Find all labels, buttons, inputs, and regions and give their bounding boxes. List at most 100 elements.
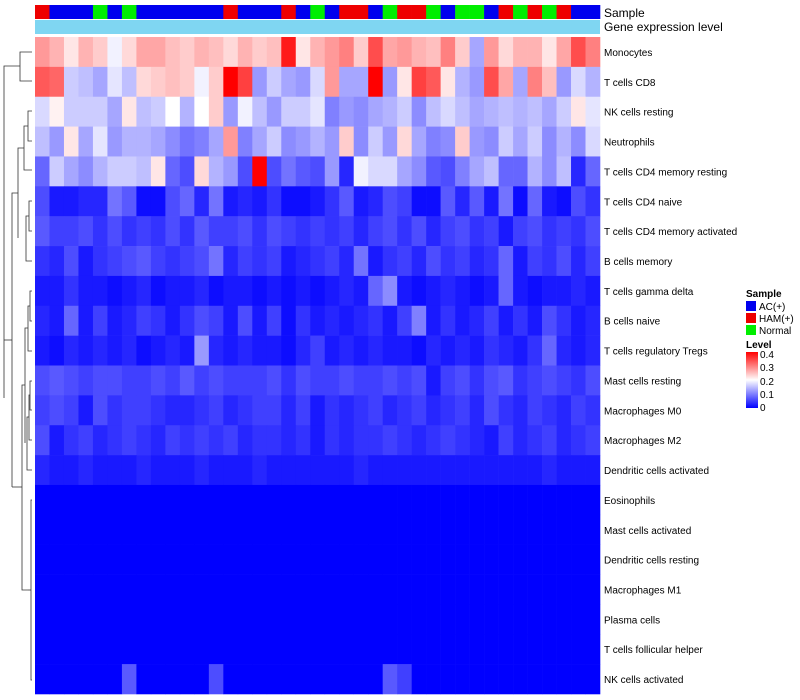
heatmap-cell — [455, 96, 470, 127]
heatmap-cell — [411, 604, 427, 635]
heatmap-cell — [136, 305, 152, 336]
heatmap-cell — [585, 484, 601, 516]
heatmap-cell — [237, 365, 253, 396]
heatmap-cell — [484, 634, 499, 665]
heatmap-cell — [556, 574, 572, 605]
heatmap-cell — [281, 604, 297, 635]
row-label: T cells CD4 memory resting — [604, 167, 727, 178]
heatmap-cell — [107, 544, 123, 575]
sample-annotation-cell — [107, 5, 123, 19]
heatmap-cell — [542, 484, 557, 516]
heatmap-cell — [339, 335, 355, 366]
heatmap-cell — [426, 305, 441, 336]
heatmap-cell — [498, 395, 514, 426]
heatmap-cell — [397, 634, 412, 665]
row-label: Plasma cells — [604, 615, 660, 626]
heatmap-cell — [121, 156, 137, 187]
sample-annotation-cell — [585, 5, 601, 19]
heatmap-cell — [252, 246, 268, 277]
heatmap-cell — [397, 484, 412, 516]
heatmap-cell — [353, 484, 369, 516]
row-label: B cells naive — [604, 317, 661, 328]
heatmap-cell — [339, 514, 355, 545]
heatmap-cell — [49, 604, 65, 635]
heatmap-cell — [136, 544, 152, 575]
heatmap-cell — [92, 126, 108, 157]
heatmap-cell — [223, 604, 239, 635]
heatmap-cell — [78, 305, 94, 336]
heatmap-cell — [571, 664, 586, 695]
heatmap-cell — [382, 574, 398, 605]
heatmap-cell — [585, 455, 601, 486]
heatmap-cell — [455, 186, 470, 217]
heatmap-cell — [440, 66, 456, 98]
heatmap-cell — [237, 96, 253, 127]
heatmap-cell — [527, 156, 543, 187]
heatmap-cell — [92, 425, 108, 456]
sample-annotation-cell — [498, 5, 514, 19]
heatmap-cell — [194, 634, 210, 665]
heatmap-cell — [223, 216, 239, 247]
heatmap-cell — [208, 514, 224, 545]
heatmap-cell — [252, 66, 268, 98]
row-label: Macrophages M1 — [604, 585, 682, 596]
heatmap-cell — [353, 455, 369, 486]
heatmap-cell — [223, 425, 239, 456]
heatmap-cell — [455, 335, 470, 366]
heatmap-cell — [455, 37, 470, 68]
heatmap-cell — [266, 126, 282, 157]
heatmap-cell — [585, 514, 601, 545]
heatmap-cell — [194, 275, 210, 307]
heatmap-cell — [266, 634, 282, 665]
heatmap-cell — [223, 305, 239, 336]
heatmap-cell — [498, 544, 514, 575]
heatmap-cell — [63, 365, 79, 396]
heatmap-cell — [556, 246, 572, 277]
heatmap-cell — [440, 514, 456, 545]
level-tick-label: 0.3 — [760, 363, 774, 374]
heatmap-cell — [527, 395, 543, 426]
heatmap-cell — [78, 275, 94, 307]
heatmap-cell — [223, 544, 239, 575]
heatmap-cell — [585, 156, 601, 187]
heatmap-cell — [150, 216, 166, 247]
heatmap-cell — [49, 216, 65, 247]
heatmap-cell — [194, 156, 210, 187]
heatmap-cell — [266, 246, 282, 277]
heatmap-cell — [527, 66, 543, 98]
heatmap-cell — [411, 425, 427, 456]
heatmap-cell — [107, 66, 123, 98]
heatmap-cell — [295, 664, 311, 695]
heatmap-cell — [237, 156, 253, 187]
heatmap-cell — [542, 335, 557, 366]
heatmap-cell — [136, 275, 152, 307]
heatmap-cell — [382, 634, 398, 665]
heatmap-cell — [179, 395, 195, 426]
heatmap-cell — [63, 96, 79, 127]
heatmap-cell — [368, 186, 383, 217]
heatmap-cell — [353, 335, 369, 366]
heatmap-cell — [208, 37, 224, 68]
heatmap-cell — [194, 37, 210, 68]
heatmap-cell — [469, 574, 485, 605]
heatmap-cell — [484, 246, 499, 277]
heatmap-cell — [397, 395, 412, 426]
heatmap-cell — [63, 37, 79, 68]
heatmap-cell — [411, 126, 427, 157]
heatmap-cell — [92, 216, 108, 247]
heatmap-cell — [35, 275, 50, 307]
heatmap-cell — [585, 96, 601, 127]
heatmap-cell — [368, 484, 383, 516]
heatmap-cell — [208, 96, 224, 127]
expression-annotation-bar — [35, 20, 600, 34]
heatmap-cell — [527, 544, 543, 575]
heatmap-cell — [484, 335, 499, 366]
heatmap-cell — [295, 305, 311, 336]
heatmap-cell — [165, 455, 181, 486]
heatmap-cell — [368, 335, 383, 366]
heatmap-cell — [353, 425, 369, 456]
heatmap-cell — [266, 574, 282, 605]
heatmap-cell — [513, 365, 528, 396]
sample-annotation-cell — [353, 5, 369, 19]
heatmap-cell — [556, 305, 572, 336]
